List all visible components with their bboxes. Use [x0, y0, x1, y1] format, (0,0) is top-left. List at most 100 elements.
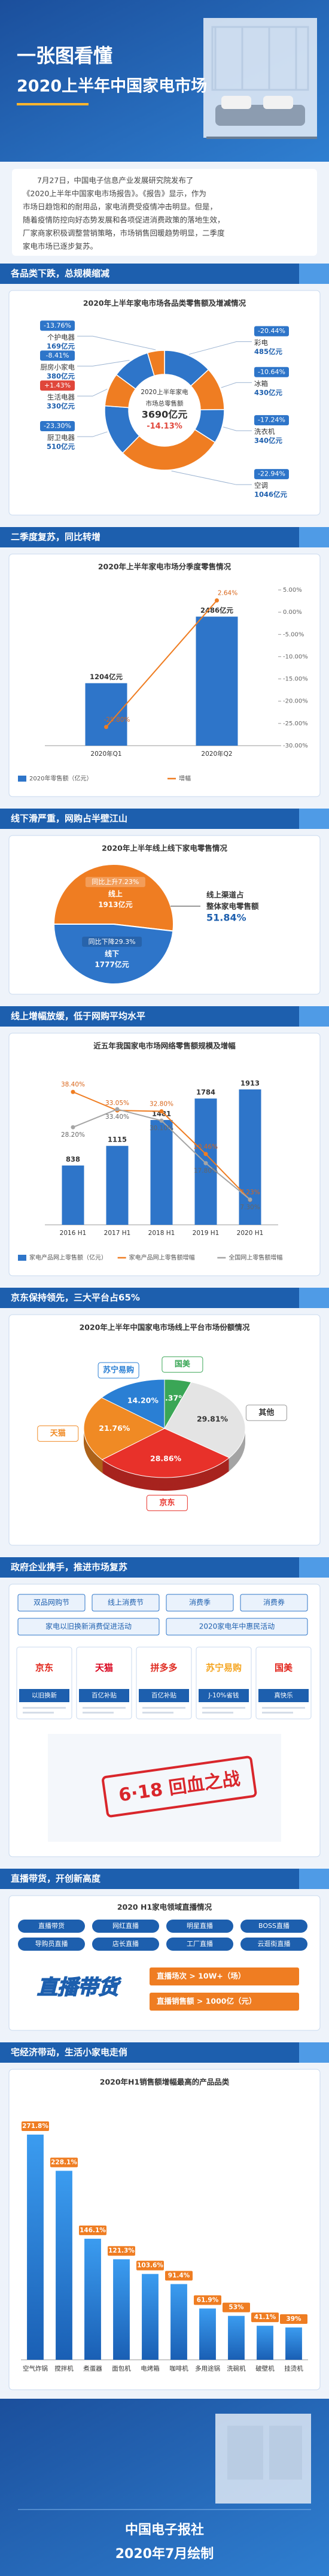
center-label: -14.13% [147, 422, 182, 431]
growth-label: +1.43% [44, 382, 71, 389]
brand-badge [98, 1362, 139, 1379]
value-label: 430亿元 [254, 388, 283, 396]
value-label-box [194, 2295, 221, 2305]
bar [228, 2315, 245, 2360]
x-tick-label: 洗碗机 [227, 2365, 246, 2372]
growth-label: -10.64% [258, 368, 285, 376]
bar [113, 2259, 130, 2360]
footer-text: 2020年7月绘制 [115, 2546, 214, 2562]
platform-note: J-10%省钱 [208, 1691, 239, 1699]
growth-badge [85, 877, 145, 888]
growth-label: 同比上升7.23% [92, 878, 139, 886]
decoration [215, 105, 305, 126]
category-label: 线上 [108, 889, 123, 898]
decoration [92, 1920, 159, 1933]
intro-text: 《2020上半年中国家电市场报告》。《报告》显示，作为 [23, 189, 206, 198]
center-label: 3690亿元 [142, 409, 188, 420]
decoration [258, 1689, 309, 1702]
bar [239, 1089, 261, 1225]
x-tick-label: 2019 H1 [193, 1230, 220, 1237]
section-heading: 政府企业携手，推进市场复苏 [11, 1562, 127, 1573]
x-tick-label: 2016 H1 [60, 1230, 87, 1237]
chart-title: 近五年我国家电市场网络零售额规模及增幅 [93, 1042, 236, 1051]
footer-text: 中国电子报社 [125, 2522, 204, 2538]
brand-label: 国美 [175, 1360, 191, 1369]
decoration [240, 1594, 308, 1612]
decoration [19, 1689, 69, 1702]
bar-value-label: 53% [229, 2304, 244, 2311]
chart-title: 2020年H1销售额增幅最高的产品品类 [100, 2078, 230, 2087]
value-label-box [50, 2157, 78, 2168]
header-title: 2020上半年中国家电市场 [17, 77, 207, 96]
growth-badge [254, 415, 289, 426]
growth-value-label: 20.46% [194, 1143, 218, 1151]
decoration [299, 1869, 329, 1889]
decoration [240, 1938, 307, 1951]
decoration [262, 1712, 293, 1714]
decoration [0, 1006, 329, 1027]
bar-value-label: 121.3% [108, 2247, 135, 2254]
bar-value-label: 146.1% [80, 2227, 106, 2234]
stamp-border [102, 1755, 257, 1818]
bar-value-label: 91.4% [168, 2272, 190, 2280]
pie-slice [83, 1397, 166, 1460]
growth-badge [40, 380, 75, 391]
growth-value-label: 38.40% [61, 1081, 85, 1088]
decoration [17, 1594, 86, 1612]
platform-note: 真快乐 [274, 1691, 293, 1699]
decoration [221, 382, 252, 388]
platform-name: 拼多多 [150, 1663, 177, 1673]
pie-slice [101, 1428, 230, 1478]
decoration [92, 1938, 159, 1951]
decoration [139, 1689, 189, 1702]
decoration [83, 1712, 114, 1714]
decoration [199, 1689, 249, 1702]
value-label-box [79, 2225, 106, 2235]
decoration [188, 341, 252, 355]
bar [142, 2274, 159, 2360]
brand-badge [162, 1356, 203, 1373]
donut-slice [121, 429, 216, 471]
decoration [299, 2042, 329, 2063]
chart-title: 2020年上半年家电市场分季度零售情况 [98, 562, 231, 571]
live-tag: 导购员直播 [35, 1939, 68, 1948]
decoration [23, 1712, 54, 1714]
live-stat: 直播场次 > 10W+（场） [157, 1972, 245, 1981]
category-label: 线下 [105, 949, 119, 958]
intro-text: 家电市场已逐步复苏。 [23, 242, 98, 251]
growth-value-label: 30.10% [150, 1125, 173, 1132]
brand-badge [37, 1425, 79, 1442]
decoration [171, 470, 252, 485]
bar-value-label: 39% [286, 2315, 301, 2323]
bar-value-label: 41.1% [254, 2314, 276, 2321]
decoration [8, 2069, 321, 2390]
live-tag: 云逛街直播 [258, 1939, 291, 1948]
brand-label: 天猫 [50, 1428, 66, 1438]
decoration [223, 426, 252, 431]
bar-value-label: 61.9% [197, 2296, 219, 2303]
bar [62, 1165, 84, 1225]
decoration [221, 96, 251, 109]
growth-label: -23.30% [44, 422, 71, 430]
growth-badge [254, 367, 289, 377]
value-label: 380亿元 [47, 372, 75, 380]
live-tag: BOSS直播 [258, 1921, 290, 1930]
growth-value-label: -25.80% [104, 716, 130, 724]
x-tick-label: 破壁机 [255, 2365, 275, 2372]
decoration [150, 1993, 299, 2011]
platform-name: 苏宁易购 [206, 1663, 242, 1673]
bar [56, 2171, 72, 2360]
category-label: 彩电 [254, 338, 268, 347]
x-tick-label: 咖啡机 [169, 2365, 188, 2372]
bar-value-label: 228.1% [51, 2159, 77, 2166]
decoration [166, 1938, 233, 1951]
growth-value-label: 33.40% [105, 1113, 129, 1121]
growth-point [248, 1197, 252, 1202]
policy-item: 线上消费节 [108, 1599, 144, 1607]
section-heading: 宅经济带动，生活小家电走俏 [11, 2047, 127, 2058]
y2-tick-label: 0.00% [283, 609, 302, 616]
bar-value-label: 1115 [108, 1136, 127, 1144]
growth-badge [254, 469, 289, 480]
chart-title: 2020年上半年家电市场各品类零售额及增减情况 [83, 299, 246, 308]
value-label: 29.81% [197, 1415, 229, 1424]
